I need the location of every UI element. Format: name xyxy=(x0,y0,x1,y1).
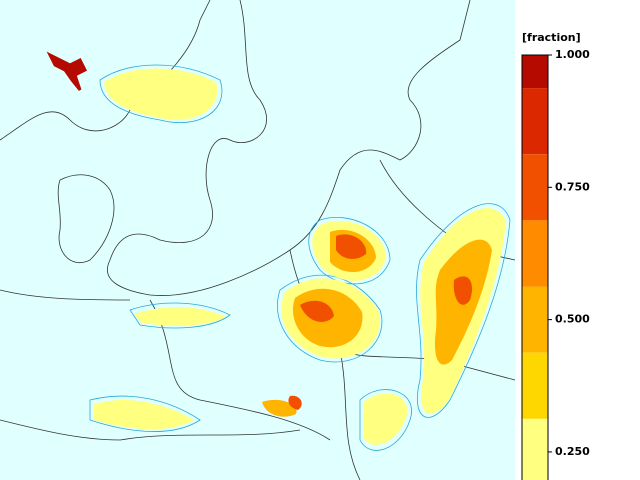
colorbar-frame xyxy=(521,54,549,480)
colorbar-band xyxy=(522,55,548,89)
colorbar-tick-label: 0.750 xyxy=(555,180,590,193)
field-orange xyxy=(262,229,492,417)
colorbar-tick-label: 1.000 xyxy=(555,48,590,61)
colorbar-tick-label: 0.250 xyxy=(555,445,590,458)
map xyxy=(0,0,516,480)
colorbar-title: [fraction] xyxy=(522,31,581,44)
field-yellow xyxy=(94,68,506,445)
colorbar-band xyxy=(522,418,548,480)
colorbar-tick-label: 0.500 xyxy=(555,313,590,326)
coastline xyxy=(0,0,471,296)
colorbar-band xyxy=(522,220,548,287)
colorbar-band xyxy=(522,154,548,221)
contour xyxy=(89,64,511,451)
colorbar-band xyxy=(522,286,548,353)
colorbar-band xyxy=(522,88,548,155)
colorbar-band xyxy=(522,352,548,419)
fraction-field xyxy=(46,51,506,445)
colorbar: 1.000 0.750 0.500 0.250 xyxy=(521,48,590,480)
field-darkred xyxy=(46,51,88,91)
coastline xyxy=(57,174,115,263)
